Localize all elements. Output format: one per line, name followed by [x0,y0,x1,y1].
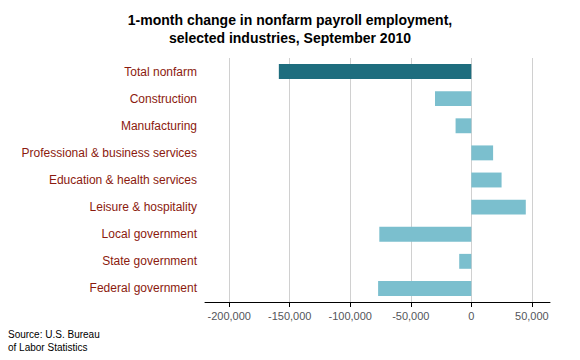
svg-text:Construction: Construction [130,92,197,106]
svg-text:Education & health services: Education & health services [49,173,197,187]
svg-text:-100,000: -100,000 [329,310,372,322]
svg-text:Federal government: Federal government [90,281,198,295]
svg-text:Professional & business servic: Professional & business services [22,146,197,160]
svg-text:1-month change in nonfarm payr: 1-month change in nonfarm payroll employ… [128,12,452,28]
svg-text:selected industries, September: selected industries, September 2010 [169,30,411,46]
svg-text:Manufacturing: Manufacturing [121,119,197,133]
svg-text:-50,000: -50,000 [392,310,429,322]
svg-text:State government: State government [102,254,197,268]
svg-text:Total nonfarm: Total nonfarm [124,65,197,79]
svg-text:50,000: 50,000 [515,310,549,322]
svg-text:0: 0 [468,310,474,322]
svg-text:Leisure & hospitality: Leisure & hospitality [90,200,197,214]
svg-text:-150,000: -150,000 [268,310,311,322]
svg-text:Source: U.S. Bureau: Source: U.S. Bureau [8,329,100,340]
svg-text:Local government: Local government [102,227,198,241]
svg-text:of Labor Statistics: of Labor Statistics [8,342,87,353]
svg-text:-200,000: -200,000 [207,310,250,322]
